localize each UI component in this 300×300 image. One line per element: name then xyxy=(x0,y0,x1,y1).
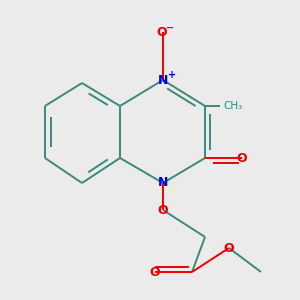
Text: O: O xyxy=(237,152,247,164)
Text: N: N xyxy=(158,176,168,190)
Text: O: O xyxy=(150,266,160,278)
Text: O: O xyxy=(224,242,234,254)
Text: −: − xyxy=(166,23,174,33)
Text: O: O xyxy=(157,26,167,38)
Text: N: N xyxy=(158,74,168,86)
Text: +: + xyxy=(168,70,176,80)
Text: CH₃: CH₃ xyxy=(223,101,242,111)
Text: O: O xyxy=(158,203,168,217)
